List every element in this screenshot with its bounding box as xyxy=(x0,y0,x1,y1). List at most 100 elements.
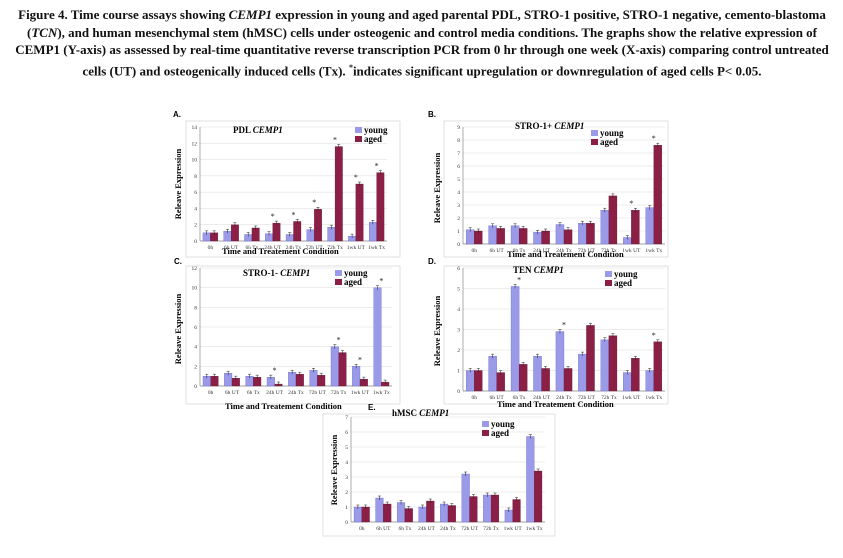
chart-c-panel: C. 0 2 4 6 8 10 12 0h 6h UT 6h Tx 24h UT * 24h Tx 72h … xyxy=(173,257,401,411)
chart-a-ytick-label: 0 xyxy=(194,239,197,245)
chart-c-ytick-label: 12 xyxy=(192,266,198,272)
chart-a-bar-aged xyxy=(293,221,302,242)
chart-b-letter: B. xyxy=(428,110,436,119)
chart-e-bar-aged xyxy=(534,470,543,523)
chart-b-xtick-label: 6h Tx xyxy=(513,248,526,254)
chart-b-xtick-label: 6h UT xyxy=(490,248,505,254)
chart-b-title: STRO-1+ CEMP1 xyxy=(515,121,584,131)
chart-b-xtick-label: 72h Tx xyxy=(601,248,617,254)
chart-b-bar-aged xyxy=(608,195,618,245)
chart-c-ytick-label: 2 xyxy=(194,364,197,370)
chart-d-xtick-label: 24h Tx xyxy=(556,395,572,401)
chart-d-legend-aged: aged xyxy=(614,278,632,288)
chart-d-ytick-label: 1 xyxy=(457,369,460,375)
chart-d-xtick-label: 6h UT xyxy=(490,395,505,401)
chart-e-ytick-label: 6 xyxy=(345,430,348,436)
chart-e-title-gene: CEMP1 xyxy=(419,408,449,418)
chart-d-bar-aged xyxy=(541,368,550,392)
chart-d-xlabel: Time and Treatement Condition xyxy=(497,399,614,409)
chart-d-bar-aged xyxy=(631,358,640,392)
chart-b-xlabel: Time and Treatement Condition xyxy=(507,249,624,259)
chart-d-bar-young xyxy=(578,353,587,392)
chart-c-legend-young: young xyxy=(344,268,368,278)
chart-c-bar-aged xyxy=(338,352,347,387)
chart-b-legend-swatch-young xyxy=(591,130,598,136)
chart-b-xtick-label: 1wk UT xyxy=(622,248,641,254)
chart-d-bar-young xyxy=(510,286,520,392)
chart-e-bar-aged xyxy=(361,506,370,523)
chart-e-ytick-label: 3 xyxy=(345,475,348,481)
chart-a-bar-aged xyxy=(314,209,322,242)
chart-a-significance-star: * xyxy=(375,162,379,171)
chart-c-bar-young xyxy=(352,366,361,387)
chart-b-bar-young xyxy=(645,207,654,245)
chart-e-ytick-label: 5 xyxy=(345,445,348,451)
chart-c-bar-young xyxy=(373,287,382,387)
chart-a-xtick-label: 6h UT xyxy=(224,245,239,251)
chart-b-ytick-label: 4 xyxy=(457,190,460,196)
chart-d-bar-aged xyxy=(518,364,528,392)
chart-b-xtick-label: 24h UT xyxy=(533,248,551,254)
chart-c-xtick-label: 6h UT xyxy=(225,390,240,396)
chart-a-ytick-label: 2 xyxy=(194,223,197,229)
caption-gene-1: CEMP1 xyxy=(228,7,273,22)
chart-e-xtick-label: 24h Tx xyxy=(440,526,456,532)
chart-e-panel: E. 0 1 2 3 4 5 6 7 0h 6h UT 6h Tx 24h UT 24h Tx 72h UT… xyxy=(322,403,556,537)
chart-d-bar-aged xyxy=(563,368,573,392)
chart-c-xtick-label: 6h Tx xyxy=(247,390,260,396)
chart-c-xtick-label: 24h Tx xyxy=(288,390,304,396)
chart-a-bar-aged xyxy=(376,172,385,242)
chart-b-xtick-label: 24h Tx xyxy=(556,248,572,254)
chart-e-letter: E. xyxy=(368,403,376,412)
chart-d-bar-aged xyxy=(496,372,505,392)
chart-e-ytick-label: 1 xyxy=(345,505,348,511)
chart-c-legend-swatch-young xyxy=(335,270,342,276)
chart-d-bar-young xyxy=(488,355,497,392)
chart-e-bar-young xyxy=(461,473,470,523)
chart-a-ytick-label: 14 xyxy=(192,125,198,131)
chart-d-title-gene: CEMP1 xyxy=(534,265,564,275)
caption-part-4: indicates significant upregulation or do… xyxy=(352,62,762,78)
chart-d-ytick-label: 5 xyxy=(457,287,460,293)
chart-c-significance-star: * xyxy=(379,277,383,286)
chart-b-bar-young xyxy=(578,223,587,245)
chart-e-xtick-label: 1wk Tx xyxy=(526,526,543,532)
chart-a-xtick-label: 1wk Tx xyxy=(368,245,385,251)
chart-a-bar-aged xyxy=(355,183,364,242)
chart-c-bar-young xyxy=(288,372,297,387)
chart-e-bar-aged xyxy=(490,494,500,523)
figure-caption: Figure 4. Time course assays showing CEM… xyxy=(14,6,830,79)
chart-a-bar-young xyxy=(327,227,336,242)
chart-c-xtick-label: 1wk UT xyxy=(351,390,370,396)
chart-b-bar-young xyxy=(465,229,475,245)
caption-part-1: Figure 4. Time course assays showing xyxy=(18,7,229,22)
chart-e-xtick-label: 1wk UT xyxy=(504,526,523,532)
chart-a-bar-aged xyxy=(231,224,239,242)
chart-e-legend-swatch-young xyxy=(482,421,489,427)
chart-a-xtick-label: 24h Tx xyxy=(286,245,302,251)
chart-a-ytick-label: 10 xyxy=(192,158,198,164)
chart-b-bar-young xyxy=(488,225,497,245)
chart-d-bar-aged xyxy=(474,370,483,392)
chart-e-xtick-label: 72h UT xyxy=(461,526,479,532)
chart-a-significance-star: * xyxy=(333,136,337,145)
chart-c-xtick-label: 0h xyxy=(208,390,214,396)
chart-a-panel: A. 0 2 4 6 8 10 12 14 0h 6h UT 6h Tx 24h UT * 24h Tx * 7… xyxy=(173,110,401,258)
chart-b-legend-aged: aged xyxy=(600,137,618,147)
chart-d-title: TEN CEMP1 xyxy=(513,265,564,275)
chart-a-legend-swatch-aged xyxy=(355,136,362,142)
chart-d-significance-star: * xyxy=(652,331,656,340)
chart-c-title-gene: CEMP1 xyxy=(280,268,310,278)
chart-b-ytick-label: 3 xyxy=(457,203,460,209)
chart-e-bar-aged xyxy=(512,499,521,523)
chart-c-legend-aged: aged xyxy=(344,277,362,287)
chart-e-bar-young xyxy=(418,506,427,523)
chart-b-panel: B. 0 1 2 3 4 5 6 7 8 9 0h 6h UT 6h Tx 24h UT 24h Tx 72h … xyxy=(428,110,669,259)
chart-c-xtick-label: 24h UT xyxy=(266,390,284,396)
chart-b-ytick-label: 5 xyxy=(457,177,460,183)
chart-d-bar-aged xyxy=(608,335,618,392)
chart-c-xtick-label: 1wk Tx xyxy=(373,390,390,396)
chart-b-bar-aged xyxy=(586,223,595,245)
chart-b-bar-aged xyxy=(653,145,663,245)
chart-b-significance-star: * xyxy=(629,199,633,208)
